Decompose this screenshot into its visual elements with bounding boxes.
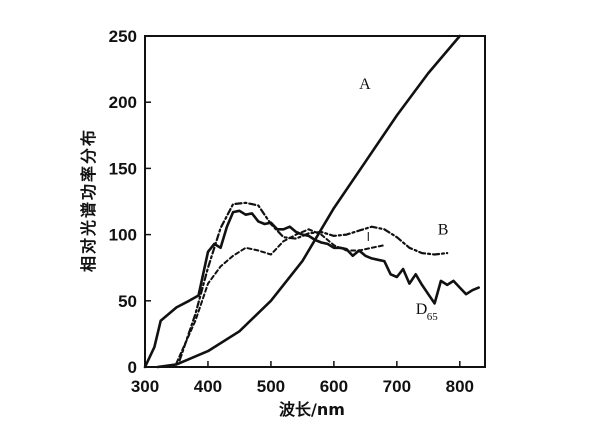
series-line-a: [156, 34, 462, 369]
series-label-c: ⅼ: [367, 230, 370, 244]
y-tick-label: 200: [109, 93, 137, 112]
series-label-d65: D: [416, 301, 428, 318]
series-label-a: A: [359, 76, 371, 93]
series-label-subscript: 65: [427, 311, 439, 323]
y-tick-label: 150: [109, 159, 137, 178]
y-tick-label: 100: [109, 226, 137, 245]
x-axis-title: 波长/nm: [279, 400, 345, 419]
y-tick-label: 50: [118, 292, 137, 311]
series-label-b: B: [438, 222, 449, 239]
series-line-b: [178, 201, 449, 362]
x-tick-label: 700: [383, 377, 411, 396]
series-labels: A Bⅼ D 65: [359, 76, 448, 323]
x-tick-label: 300: [131, 377, 159, 396]
y-tick-label: 250: [109, 27, 137, 46]
x-axis: 300 400 500 600 700 800: [131, 361, 474, 396]
x-tick-label: 500: [257, 377, 285, 396]
plot-frame: [144, 35, 486, 368]
series-layer: [143, 34, 481, 369]
x-tick-label: 600: [320, 377, 348, 396]
x-tick-label: 400: [194, 377, 222, 396]
x-tick-label: 800: [446, 377, 474, 396]
series-line-c: [175, 228, 386, 364]
y-tick-label: 0: [128, 358, 137, 377]
y-axis-title: 相对光谱功率分布: [79, 128, 98, 272]
series-line-d65: [143, 209, 481, 369]
